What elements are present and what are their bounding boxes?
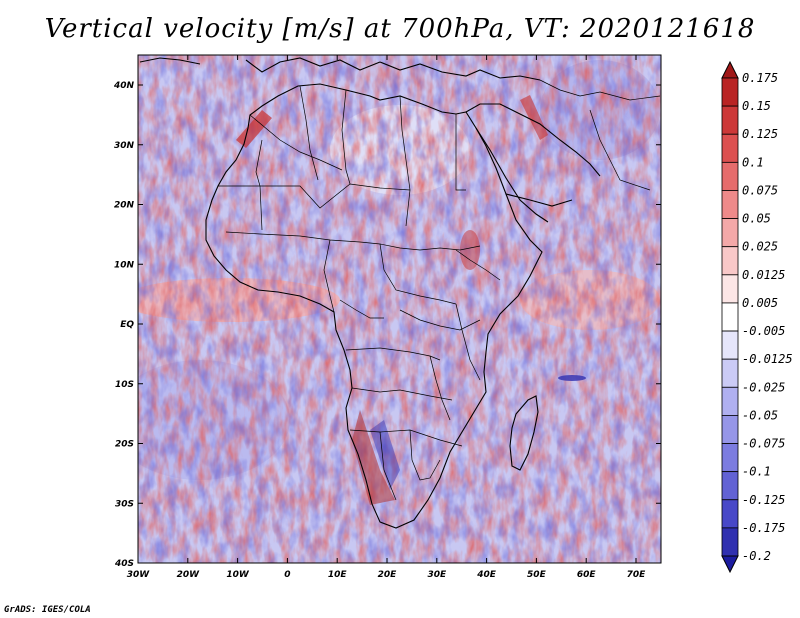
colorbar-swatch [721, 415, 739, 444]
colorbar: 0.175 0.15 0.125 0.1 0.075 0.05 0.025 0.0125 0.0… [721, 60, 793, 574]
colorbar-swatch [721, 133, 739, 163]
colorbar-swatch [721, 218, 739, 248]
lon-tick-label: 30W [127, 570, 151, 580]
colorbar-swatch [721, 330, 739, 360]
lat-tick-label: 20N [114, 201, 135, 211]
lat-tick-label: 20S [115, 440, 134, 450]
lat-tick-label: 10S [115, 380, 134, 390]
colorbar-label: -0.005 [742, 324, 785, 338]
lon-tick-label: 0 [284, 570, 290, 580]
colorbar-label: 0.125 [742, 127, 778, 141]
colorbar-swatch [721, 105, 739, 135]
colorbar-label: -0.0125 [742, 352, 793, 366]
colorbar-bottom-arrow [721, 555, 739, 574]
colorbar-swatch [721, 386, 739, 416]
colorbar-label: 0.0125 [742, 268, 785, 282]
lon-tick-label: 40E [476, 570, 497, 580]
colorbar-label: -0.025 [742, 380, 785, 394]
colorbar-label: 0.005 [742, 296, 778, 310]
map-frame [137, 54, 662, 564]
lon-tick-label: 20W [177, 570, 201, 580]
latitude-axis: 40N 30N 20N 10N EQ 10S 20S 30S 40S [113, 81, 661, 569]
colorbar-label: 0.05 [742, 212, 771, 226]
colorbar-label: -0.175 [742, 521, 785, 535]
colorbar-label: -0.125 [742, 493, 785, 507]
colorbar-label: 0.15 [742, 99, 771, 113]
colorbar-label: 0.1 [742, 155, 764, 169]
colorbar-swatch [721, 246, 739, 276]
colorbar-label: 0.025 [742, 240, 778, 254]
colorbar-swatch [721, 499, 739, 529]
country-borders [218, 79, 661, 501]
map-title: Vertical velocity [m/s] at 700hPa, VT: 2… [44, 14, 756, 44]
colorbar-label: -0.2 [742, 549, 771, 563]
colorbar-swatch [721, 274, 739, 304]
lon-tick-label: 70E [627, 570, 647, 580]
colorbar-swatch [721, 77, 739, 107]
colorbar-top-arrow [721, 60, 739, 79]
colorbar-swatch [721, 471, 739, 501]
colorbar-swatch [721, 527, 739, 557]
lat-tick-label: 10N [114, 260, 135, 270]
colorbar-swatch [721, 302, 739, 332]
colorbar-swatch [721, 358, 739, 388]
lat-tick-label: EQ [120, 320, 134, 330]
colorbar-label: -0.075 [742, 437, 785, 451]
lon-tick-label: 10W [226, 570, 250, 580]
lon-tick-label: 50E [527, 570, 547, 580]
colorbar-swatch [721, 443, 739, 473]
lat-tick-label: 30N [114, 141, 135, 151]
credit-label: GrADS: IGES/COLA [4, 605, 91, 615]
lon-tick-label: 60E [577, 570, 597, 580]
map-field [138, 55, 661, 563]
lon-tick-label: 20E [378, 570, 398, 580]
colorbar-swatch [721, 190, 739, 219]
colorbar-label: 0.175 [742, 71, 778, 85]
lon-tick-label: 30E [427, 570, 447, 580]
lat-tick-label: 40S [114, 559, 134, 569]
lat-tick-label: 40N [113, 81, 135, 91]
lat-tick-label: 30S [115, 499, 134, 509]
colorbar-label: -0.05 [742, 408, 778, 422]
colorbar-label: 0.075 [742, 183, 778, 197]
colorbar-label: -0.1 [742, 465, 771, 479]
lon-tick-label: 10E [328, 570, 348, 580]
longitude-axis: 30W 20W 10W 0 10E 20E 30E 40E 50E 60E 70E [127, 55, 646, 580]
africa-coastline [139, 57, 601, 529]
colorbar-swatch [721, 161, 739, 191]
